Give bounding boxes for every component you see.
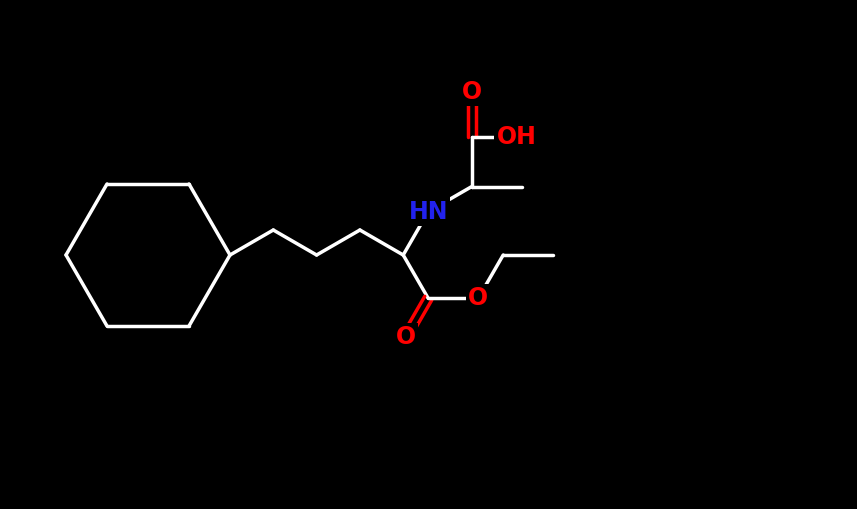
Text: O: O [396,325,416,349]
Text: OH: OH [496,125,536,149]
Text: O: O [468,286,488,310]
Text: HN: HN [409,200,448,223]
Text: O: O [461,80,482,104]
